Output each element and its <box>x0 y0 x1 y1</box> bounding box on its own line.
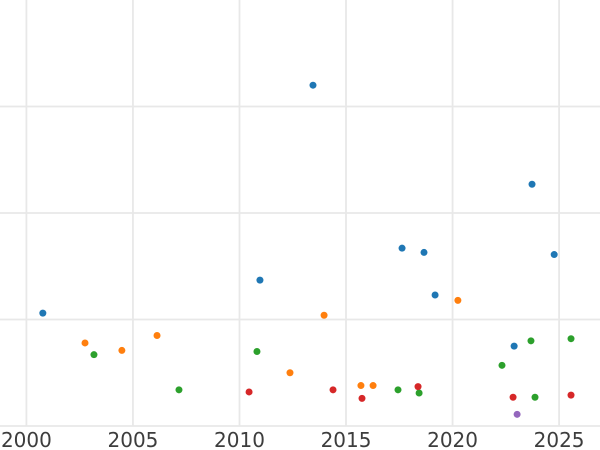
data-point-series-green <box>567 335 575 343</box>
data-point-series-orange <box>81 339 89 347</box>
data-point-series-orange <box>286 369 294 377</box>
data-point-series-blue <box>309 81 317 89</box>
data-point-series-blue <box>420 248 428 256</box>
x-tick-label: 2020 <box>427 428 478 450</box>
x-tick-label: 2000 <box>1 428 52 450</box>
data-point-series-green <box>253 347 261 355</box>
data-point-series-red <box>567 391 575 399</box>
data-point-series-orange <box>357 382 365 390</box>
data-point-series-red <box>245 388 253 396</box>
data-point-series-blue <box>39 309 47 317</box>
data-point-series-green <box>531 393 539 401</box>
data-point-series-blue <box>550 251 558 259</box>
data-point-series-red <box>329 386 337 394</box>
data-point-series-orange <box>118 346 126 354</box>
data-point-series-green <box>498 361 506 369</box>
data-point-series-red <box>414 383 422 391</box>
x-tick-label: 2015 <box>321 428 372 450</box>
data-point-series-green <box>175 386 183 394</box>
data-point-series-green <box>394 386 402 394</box>
data-point-series-orange <box>454 296 462 304</box>
data-point-series-orange <box>369 382 377 390</box>
x-tick-label: 2010 <box>214 428 265 450</box>
data-point-series-green <box>90 351 98 359</box>
data-point-series-blue <box>528 180 536 188</box>
data-point-series-blue <box>431 291 439 299</box>
data-point-series-blue <box>510 342 518 350</box>
data-point-series-purple <box>513 410 521 418</box>
data-point-series-orange <box>320 311 328 319</box>
data-point-series-green <box>527 337 535 345</box>
data-point-series-red <box>509 393 517 401</box>
x-tick-label: 2005 <box>108 428 159 450</box>
x-tick-label: 2025 <box>534 428 585 450</box>
data-point-series-orange <box>153 332 161 340</box>
data-point-series-blue <box>398 244 406 252</box>
data-point-series-blue <box>256 276 264 284</box>
data-point-series-red <box>358 394 366 402</box>
data-point-series-green <box>415 389 423 397</box>
